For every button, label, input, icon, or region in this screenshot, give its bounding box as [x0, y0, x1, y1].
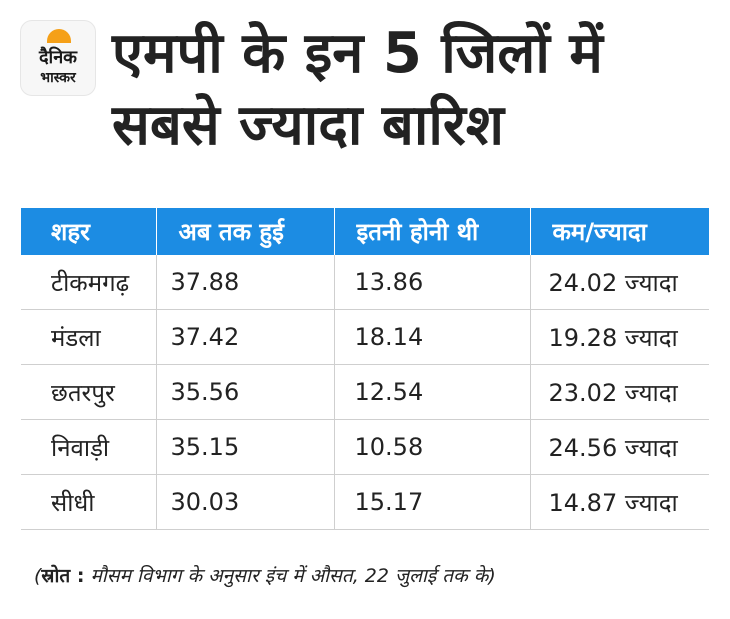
table-row: छतरपुर 35.56 12.54 23.02 ज्यादा: [21, 364, 709, 420]
table-row: निवाड़ी 35.15 10.58 24.56 ज्यादा: [21, 419, 709, 475]
cell-so-far: 35.56: [155, 364, 334, 420]
cell-so-far: 30.03: [155, 474, 334, 530]
header-expected-rainfall: इतनी होनी थी: [333, 208, 530, 255]
header-rainfall-so-far: अब तक हुई: [155, 208, 334, 255]
note-open-paren: (: [34, 565, 42, 587]
cell-expected: 12.54: [333, 364, 530, 420]
table-header-row: शहर अब तक हुई इतनी होनी थी कम/ज्यादा: [21, 208, 709, 255]
header-city: शहर: [21, 208, 156, 255]
cell-city: मंडला: [21, 309, 156, 365]
header-less-more: कम/ज्यादा: [529, 208, 709, 255]
cell-difference: 14.87 ज्यादा: [529, 474, 709, 530]
cell-expected: 15.17: [333, 474, 530, 530]
cell-so-far: 35.15: [155, 419, 334, 475]
source-text: मौसम विभाग के अनुसार इंच में औसत, 22 जुल…: [84, 565, 496, 587]
cell-so-far: 37.42: [155, 309, 334, 365]
cell-expected: 18.14: [333, 309, 530, 365]
table-row: सीधी 30.03 15.17 14.87 ज्यादा: [21, 474, 709, 530]
cell-difference: 24.02 ज्यादा: [529, 255, 709, 310]
cell-city: निवाड़ी: [21, 419, 156, 475]
cell-difference: 24.56 ज्यादा: [529, 419, 709, 475]
cell-expected: 13.86: [333, 255, 530, 310]
cell-so-far: 37.88: [155, 255, 334, 310]
logo-line-2: भास्कर: [40, 70, 76, 86]
rainfall-table: शहर अब तक हुई इतनी होनी थी कम/ज्यादा टीक…: [21, 208, 709, 530]
source-label: स्रोत :: [41, 565, 85, 587]
table-row: टीकमगढ़ 37.88 13.86 24.02 ज्यादा: [21, 255, 709, 310]
cell-city: सीधी: [21, 474, 156, 530]
source-note: (स्रोत : मौसम विभाग के अनुसार इंच में औस…: [34, 562, 714, 588]
cell-difference: 23.02 ज्यादा: [529, 364, 709, 420]
cell-city: छतरपुर: [21, 364, 156, 420]
logo-line-1: दैनिक: [38, 47, 78, 68]
cell-difference: 19.28 ज्यादा: [529, 309, 709, 365]
headline: एमपी के इन 5 जिलों में सबसे ज्यादा बारिश: [112, 21, 603, 158]
dainik-bhaskar-logo: दैनिक भास्कर: [20, 20, 96, 96]
sun-icon: [47, 29, 71, 43]
cell-city: टीकमगढ़: [21, 255, 156, 310]
table-row: मंडला 37.42 18.14 19.28 ज्यादा: [21, 309, 709, 365]
cell-expected: 10.58: [333, 419, 530, 475]
